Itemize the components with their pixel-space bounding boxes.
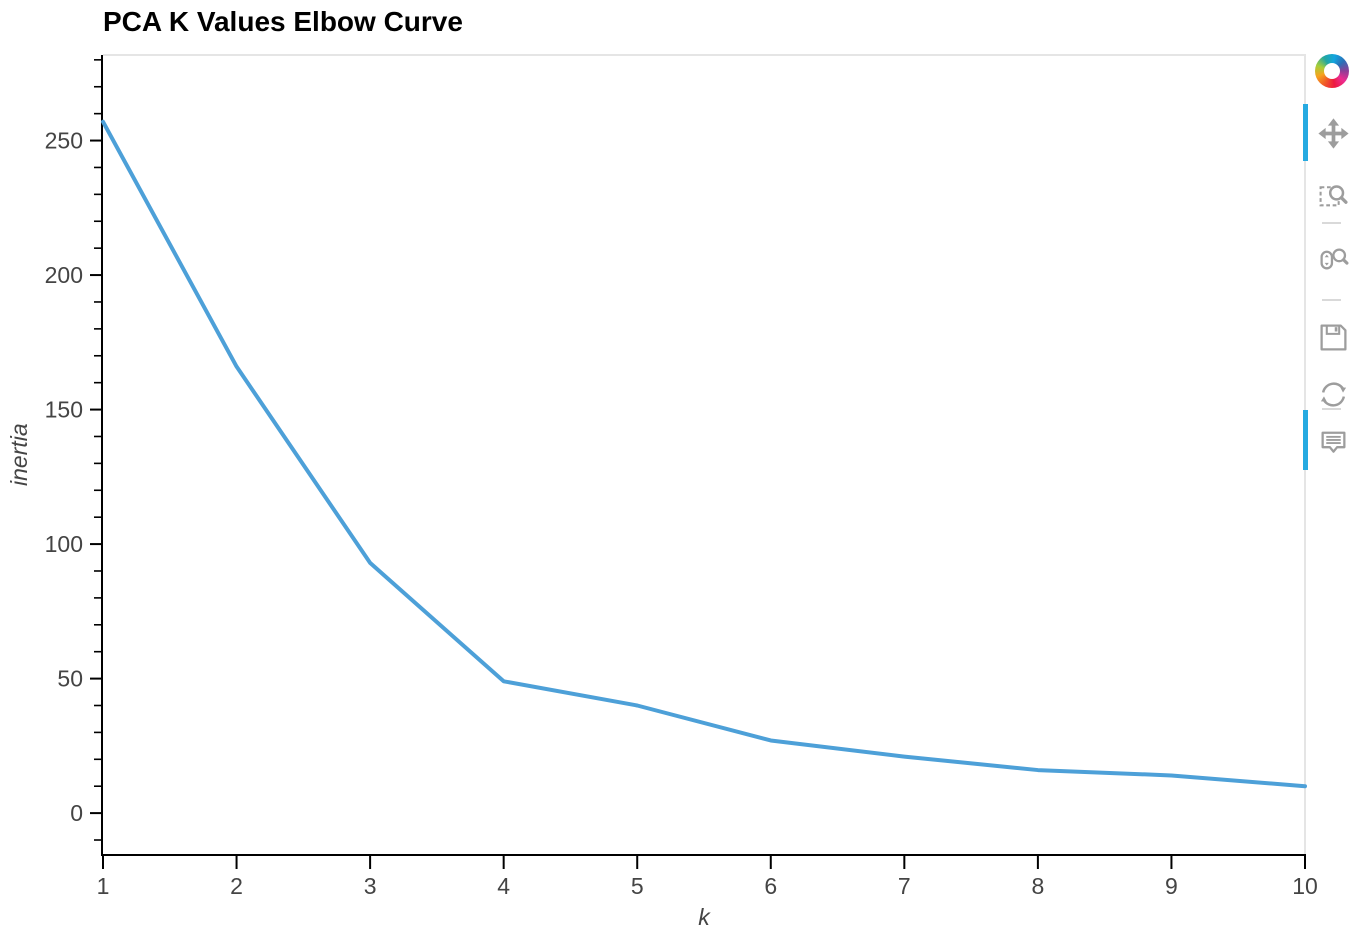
reset-icon — [1320, 381, 1346, 407]
y-tick-label: 0 — [70, 800, 83, 826]
bokeh-logo[interactable] — [1315, 54, 1349, 88]
plot-frame-border — [103, 54, 1306, 854]
toolbar-separator — [1322, 299, 1341, 301]
x-tick-label: 9 — [1165, 873, 1178, 899]
box-zoom-tool-button[interactable] — [1313, 175, 1353, 215]
x-tick-label: 4 — [497, 873, 510, 899]
x-tick-label: 10 — [1292, 873, 1318, 899]
toolbar-separator — [1322, 408, 1341, 410]
y-tick-label: 250 — [45, 128, 83, 154]
x-axis-label: k — [698, 904, 710, 930]
x-tick-label: 5 — [631, 873, 644, 899]
x-tick-label: 7 — [898, 873, 911, 899]
chart-title: PCA K Values Elbow Curve — [103, 6, 463, 37]
x-tick-label: 3 — [364, 873, 377, 899]
inertia-line — [101, 119, 1307, 789]
x-tick-label: 1 — [97, 873, 110, 899]
y-axis-label: inertia — [6, 423, 32, 487]
pan-tool-button[interactable] — [1313, 113, 1353, 153]
pan-icon — [1317, 117, 1349, 149]
pan-active-indicator — [1303, 104, 1308, 161]
y-tick-label: 50 — [57, 666, 83, 692]
save-icon — [1319, 323, 1347, 351]
toolbar-separator — [1322, 222, 1341, 224]
x-tick-label: 8 — [1031, 873, 1044, 899]
box-zoom-icon — [1319, 184, 1348, 206]
x-tick-label: 6 — [764, 873, 777, 899]
x-tick-label: 2 — [230, 873, 243, 899]
wheel-zoom-tool-button[interactable] — [1313, 238, 1353, 278]
y-tick-label: 150 — [45, 397, 83, 423]
reset-tool-button[interactable] — [1313, 374, 1353, 414]
save-tool-button[interactable] — [1313, 317, 1353, 357]
hover-tool-button[interactable] — [1313, 421, 1353, 461]
hover-icon — [1321, 431, 1345, 453]
hover-active-indicator — [1303, 410, 1308, 470]
y-tick-label: 200 — [45, 262, 83, 288]
wheel-zoom-icon — [1319, 247, 1348, 269]
y-tick-label: 100 — [45, 531, 83, 557]
